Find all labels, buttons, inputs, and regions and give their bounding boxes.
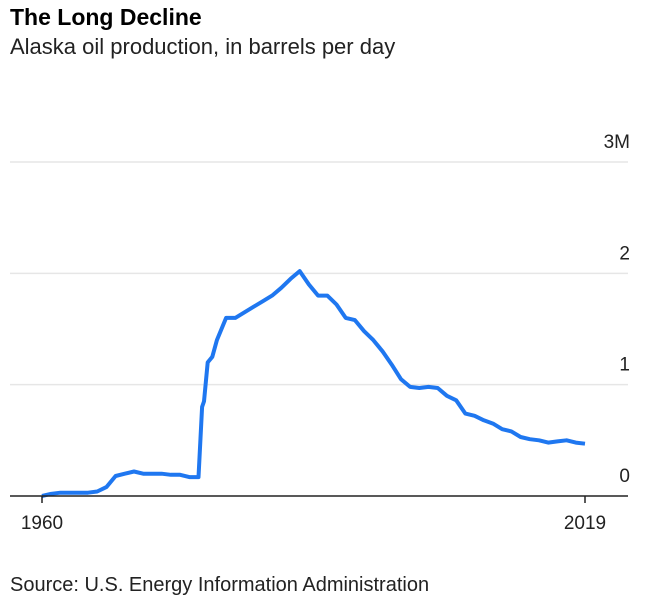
y-tick-label: 0 [619, 466, 630, 487]
source-note: Source: U.S. Energy Information Administ… [10, 574, 430, 596]
y-tick-label: 2 [619, 243, 630, 264]
x-tick-label: 2019 [564, 513, 606, 534]
x-tick-label: 1960 [21, 513, 63, 534]
chart-subtitle: Alaska oil production, in barrels per da… [10, 34, 396, 59]
series-line [41, 269, 586, 498]
chart-title: The Long Decline [10, 4, 202, 30]
y-tick-label: 3M [604, 132, 630, 153]
y-tick-label: 1 [619, 355, 630, 376]
